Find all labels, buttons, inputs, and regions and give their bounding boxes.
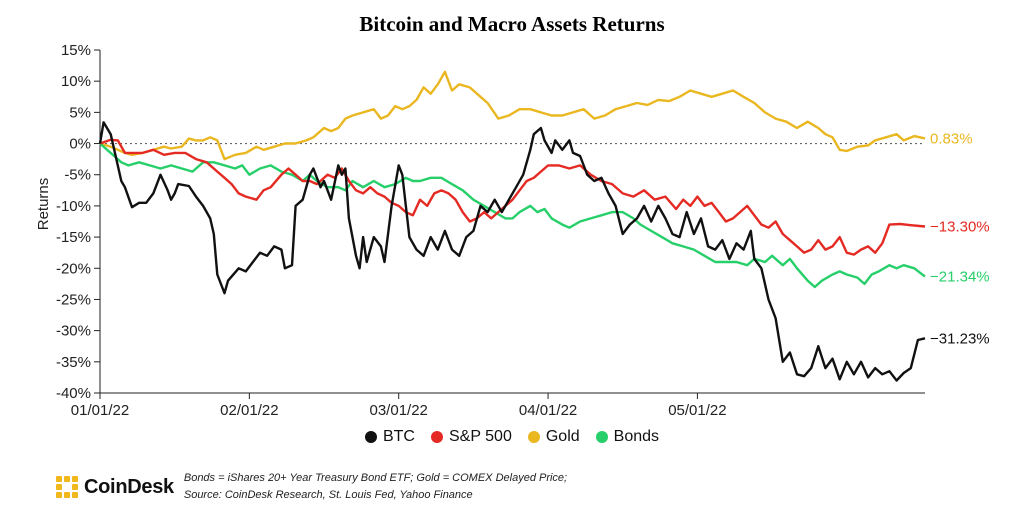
x-tick-label: 02/01/22 bbox=[220, 402, 278, 419]
y-tick-label: 10% bbox=[61, 73, 91, 90]
legend-label: Bonds bbox=[613, 428, 660, 445]
legend-item: Gold bbox=[527, 428, 580, 446]
legend-dot-icon bbox=[527, 431, 540, 443]
coindesk-logo-icon bbox=[56, 476, 78, 498]
y-tick-label: -20% bbox=[56, 260, 91, 277]
end-label-btc: −31.23% bbox=[930, 330, 990, 347]
y-tick-label: 5% bbox=[69, 104, 91, 121]
brand-name: CoinDesk bbox=[84, 475, 174, 498]
legend-dot-icon bbox=[430, 431, 443, 443]
note-line-1: Bonds = iShares 20+ Year Treasury Bond E… bbox=[183, 472, 568, 484]
y-axis: 15% 10% 5% 0% -5% -10% -15% -20% -25% -30% -35% -40… bbox=[56, 42, 101, 402]
y-tick-label: -40% bbox=[56, 385, 91, 402]
legend-item: BTC bbox=[364, 428, 415, 446]
y-tick-label: -25% bbox=[56, 291, 91, 308]
y-tick-label: -10% bbox=[56, 198, 91, 215]
note-line-2: Source: CoinDesk Research, St. Louis Fed… bbox=[183, 489, 473, 501]
end-label-s-p-500: −13.30% bbox=[930, 218, 990, 235]
series-line-gold bbox=[99, 70, 926, 161]
y-tick-label: 0% bbox=[69, 136, 91, 153]
y-tick-label: 15% bbox=[61, 42, 91, 59]
x-tick-label: 04/01/22 bbox=[519, 402, 577, 419]
y-tick-label: -15% bbox=[56, 229, 91, 246]
source-notes: Bonds = iShares 20+ Year Treasury Bond E… bbox=[184, 470, 567, 504]
legend-label: Gold bbox=[545, 428, 580, 445]
series-line-bonds bbox=[99, 142, 926, 289]
y-tick-label: -35% bbox=[56, 354, 91, 371]
x-tick-label: 05/01/22 bbox=[668, 402, 726, 419]
x-tick-label: 01/01/22 bbox=[71, 402, 129, 419]
chart-title: Bitcoin and Macro Assets Returns bbox=[359, 12, 664, 36]
chart: Bitcoin and Macro Assets Returns Returns… bbox=[35, 12, 990, 419]
legend-item: S&P 500 bbox=[430, 428, 512, 446]
end-label-gold: 0.83% bbox=[930, 130, 973, 147]
x-tick-label: 03/01/22 bbox=[370, 402, 428, 419]
end-labels: −31.23% −13.30% 0.83% −21.34% bbox=[930, 130, 990, 347]
end-label-bonds: −21.34% bbox=[930, 269, 990, 286]
series-layer bbox=[98, 70, 926, 382]
legend-label: S&P 500 bbox=[448, 428, 512, 445]
legend-label: BTC bbox=[382, 428, 415, 445]
series-line-btc bbox=[98, 121, 926, 382]
footer: CoinDesk Bonds = iShares 20+ Year Treasu… bbox=[56, 470, 567, 504]
y-tick-label: -5% bbox=[64, 167, 91, 184]
y-tick-label: -30% bbox=[56, 323, 91, 340]
legend: BTC S&P 500 Gold Bonds bbox=[0, 428, 1024, 446]
legend-dot-icon bbox=[364, 431, 377, 443]
legend-dot-icon bbox=[595, 431, 608, 443]
legend-item: Bonds bbox=[595, 428, 660, 446]
y-axis-label: Returns bbox=[35, 178, 52, 231]
x-axis: 01/01/22 02/01/22 03/01/22 04/01/22 05/01/22 bbox=[71, 392, 925, 419]
